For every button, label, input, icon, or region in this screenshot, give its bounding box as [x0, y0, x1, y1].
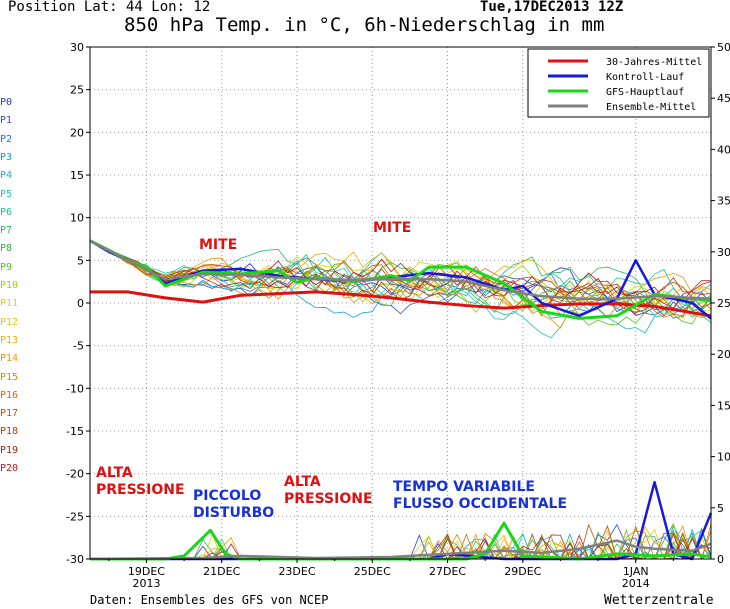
member-label-p3: P3 [0, 151, 13, 163]
footer-source: Daten: Ensembles des GFS von NCEP [90, 593, 329, 607]
anno-mite-1: MITE [199, 237, 238, 253]
member-label-p16: P16 [0, 389, 19, 401]
y-tick-label-left: -5 [73, 340, 84, 353]
x-tick-sublabel: 2013 [132, 577, 160, 590]
member-label-p0: P0 [0, 97, 13, 108]
legend-label: Ensemble-Mittel [606, 102, 696, 113]
x-tick-label: 23DEC [278, 565, 315, 578]
y-tick-label-right: 45 [717, 92, 730, 105]
y-tick-label-left: -25 [66, 510, 84, 523]
y-tick-label-right: 5 [717, 502, 724, 515]
y-tick-label-right: 25 [717, 297, 730, 310]
member-label-p5: P5 [0, 188, 13, 200]
member-label-p6: P6 [0, 206, 13, 218]
member-label-p2: P2 [0, 133, 13, 145]
y-tick-label-left: 10 [70, 212, 84, 225]
member-label-p8: P8 [0, 243, 13, 255]
y-tick-label-left: 0 [77, 297, 84, 310]
x-tick-label: 1JAN [623, 565, 649, 578]
axes: 302520151050-5-10-15-20-25-3050454035302… [66, 41, 730, 590]
summary-series-lines [89, 239, 713, 561]
x-tick-label: 25DEC [354, 565, 391, 578]
member-label-p15: P15 [0, 371, 19, 383]
y-tick-label-right: 40 [717, 143, 730, 156]
series-line-gfs-hauptlauf-right [90, 521, 712, 561]
y-tick-label-left: -20 [66, 468, 84, 481]
member-label-p20: P20 [0, 463, 19, 474]
member-label-p18: P18 [0, 426, 19, 438]
member-label-p7: P7 [0, 225, 13, 237]
y-tick-label-right: 10 [717, 451, 730, 464]
y-tick-label-right: 30 [717, 246, 730, 259]
member-temp-line-p6 [89, 240, 712, 316]
member-label-p10: P10 [0, 280, 19, 291]
member-label-p14: P14 [0, 353, 19, 365]
y-tick-label-right: 0 [717, 553, 724, 566]
member-temp-line-p9 [89, 240, 712, 326]
y-tick-label-left: 25 [70, 84, 84, 97]
x-tick-label: 29DEC [504, 565, 541, 578]
member-temp-line-p17 [89, 240, 712, 308]
member-label-p1: P1 [0, 115, 13, 127]
member-temp-line-p15 [89, 240, 712, 319]
page-title: 850 hPa Temp. in °C, 6h-Niederschlag in … [124, 14, 605, 36]
y-tick-label-right: 15 [717, 399, 730, 412]
series-line-ensemble-mittel-left [89, 239, 712, 300]
legend: 30-Jahres-Mittel Kontroll-Lauf GFS-Hauptla… [527, 48, 710, 118]
header-position: Position Lat: 44 Lon: 12 [8, 0, 211, 15]
y-tick-label-left: 20 [70, 126, 84, 139]
y-tick-label-left: -30 [66, 553, 84, 566]
member-label-p12: P12 [0, 316, 19, 328]
x-tick-label: 27DEC [429, 565, 466, 578]
member-label-p9: P9 [0, 261, 13, 273]
y-tick-label-left: 15 [70, 169, 84, 182]
series-line-ensemble-mittel-right [89, 539, 712, 561]
member-label-p4: P4 [0, 170, 13, 182]
series-line-gfs-hauptlauf-left [89, 239, 712, 320]
series-line-30-jahres-mittel-left [90, 290, 712, 318]
y-tick-label-left: -10 [66, 382, 84, 395]
header-run-time: Tue,17DEC2013 12Z [480, 0, 624, 15]
anno-mite-2: MITE [373, 220, 412, 236]
anno-piccolo-disturbo: PICCOLO DISTURBO [193, 488, 275, 521]
member-label-p19: P19 [0, 444, 19, 456]
y-tick-label-right: 35 [717, 195, 730, 208]
x-tick-sublabel: 2014 [622, 577, 650, 590]
member-label-p11: P11 [0, 298, 19, 310]
legend-label: GFS-Hauptlauf [606, 87, 684, 98]
member-temp-line-p19 [89, 240, 712, 303]
y-tick-label-right: 50 [717, 41, 730, 54]
x-tick-label: 21DEC [203, 565, 240, 578]
anno-alta-pressione-2: ALTA PRESSIONE [284, 474, 373, 507]
member-label-p13: P13 [0, 334, 19, 346]
y-tick-label-left: 30 [70, 41, 84, 54]
series-line-kontroll-lauf-right [90, 480, 713, 561]
y-tick-label-left: 5 [77, 254, 84, 267]
anno-tempo-variabile: TEMPO VARIABILE FLUSSO OCCIDENTALE [393, 479, 568, 512]
legend-label: 30-Jahres-Mittel [606, 57, 702, 68]
anno-alta-pressione-1: ALTA PRESSIONE [96, 465, 185, 498]
x-tick-label: 19DEC [128, 565, 165, 578]
footer-brand: Wetterzentrale [604, 593, 714, 608]
legend-label: Kontroll-Lauf [606, 72, 684, 83]
member-label-p17: P17 [0, 408, 19, 420]
y-tick-label-left: -15 [66, 425, 84, 438]
y-tick-label-right: 20 [717, 348, 730, 361]
